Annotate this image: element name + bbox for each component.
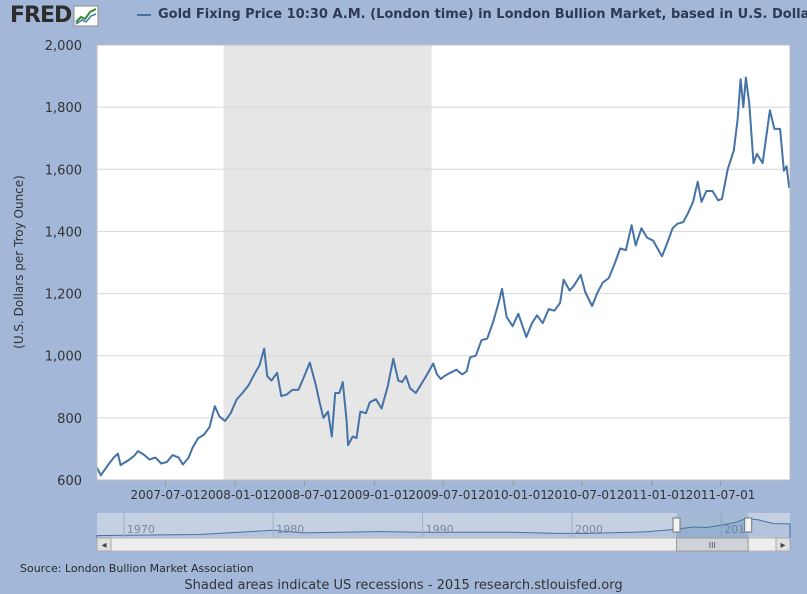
scroll-right-button[interactable] (775, 537, 791, 552)
navigator[interactable]: 1970 1980 1990 2000 2010 (96, 513, 791, 539)
scroll-left-arrow: ◂ (101, 540, 106, 551)
y-tick-label: 2,000 (45, 39, 82, 54)
y-tick-label: 1,200 (45, 288, 82, 303)
navigator-year-label: 1990 (426, 523, 454, 536)
y-tick-label: 1,400 (45, 225, 82, 240)
footer-note: Shaded areas indicate US recessions - 20… (184, 578, 623, 593)
x-tick-label: 2007-07-01 (131, 488, 201, 502)
y-tick-label: 1,000 (45, 350, 82, 365)
y-tick-label: 1,600 (45, 163, 82, 178)
x-tick-label: 2009-01-01 (339, 488, 409, 502)
navigator-selection[interactable] (676, 513, 749, 538)
chart-legend[interactable]: Gold Fixing Price 10:30 A.M. (London tim… (137, 7, 807, 22)
x-tick-label: 2008-07-01 (270, 488, 340, 502)
legend-label: Gold Fixing Price 10:30 A.M. (London tim… (158, 7, 807, 22)
source-note: Source: London Bullion Market Associatio… (20, 562, 254, 575)
plot-background[interactable] (97, 45, 790, 480)
legend-swatch (137, 13, 151, 16)
series-line-gold-price[interactable] (96, 76, 791, 477)
fred-chart-icon (73, 5, 99, 26)
y-tick-label: 600 (57, 474, 82, 489)
recession-band (223, 45, 432, 480)
scrollbar-grip: III (709, 541, 716, 550)
chart-area: (U.S. Dollars per Troy Ounce) 600 800 1,00… (12, 39, 791, 552)
navigator-series-area (96, 517, 791, 539)
x-tick-label: 2011-01-01 (617, 488, 687, 502)
y-tick-label: 800 (57, 412, 82, 427)
fred-logo[interactable]: FRED (10, 3, 99, 28)
navigator-handle-left[interactable] (672, 517, 681, 533)
x-tick-label: 2008-01-01 (200, 488, 270, 502)
x-tick-label: 2010-01-01 (478, 488, 548, 502)
scroll-right-arrow: ▸ (780, 540, 785, 551)
y-tick-label: 1,800 (45, 101, 82, 116)
navigator-year-label: 1970 (127, 523, 155, 536)
scrollbar[interactable]: ◂ III ▸ (96, 537, 791, 552)
plot-border (96, 44, 791, 481)
y-axis-title: (U.S. Dollars per Troy Ounce) (12, 175, 26, 349)
x-tick-label: 2011-07-01 (686, 488, 756, 502)
scroll-left-button[interactable] (96, 537, 112, 552)
fred-logo-text: FRED (10, 3, 72, 28)
x-tick-label: 2010-07-01 (547, 488, 617, 502)
x-tick-label: 2009-07-01 (408, 488, 478, 502)
navigator-year-label: 2000 (575, 523, 603, 536)
navigator-year-label: 1980 (276, 523, 304, 536)
scrollbar-thumb[interactable] (675, 537, 749, 552)
navigator-handle-right[interactable] (744, 517, 753, 533)
